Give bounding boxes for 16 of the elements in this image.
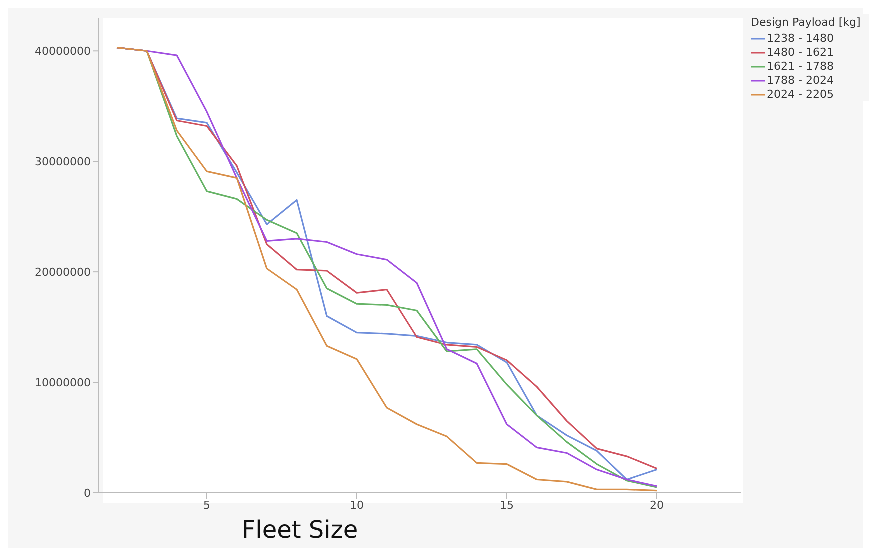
legend-label: 1238 - 1480 bbox=[767, 32, 834, 45]
x-tick-label: 10 bbox=[350, 498, 364, 512]
legend-label: 1621 - 1788 bbox=[767, 60, 834, 73]
y-tick-label: 20000000 bbox=[35, 266, 91, 279]
legend-label: 1788 - 2024 bbox=[767, 74, 834, 87]
x-axis-title: Fleet Size bbox=[242, 516, 358, 544]
y-tick-label: 40000000 bbox=[35, 45, 91, 58]
x-tick-label: 15 bbox=[500, 498, 514, 512]
x-tick-label: 5 bbox=[204, 498, 210, 512]
legend-title: Design Payload [kg] bbox=[751, 16, 862, 29]
y-tick-label: 30000000 bbox=[35, 156, 91, 169]
y-tick-label: 10000000 bbox=[35, 376, 91, 390]
legend-label: 1480 - 1621 bbox=[767, 46, 834, 59]
x-tick-label: 20 bbox=[650, 498, 664, 512]
legend-label: 2024 - 2205 bbox=[767, 88, 834, 101]
y-tick-label: 0 bbox=[84, 486, 91, 500]
